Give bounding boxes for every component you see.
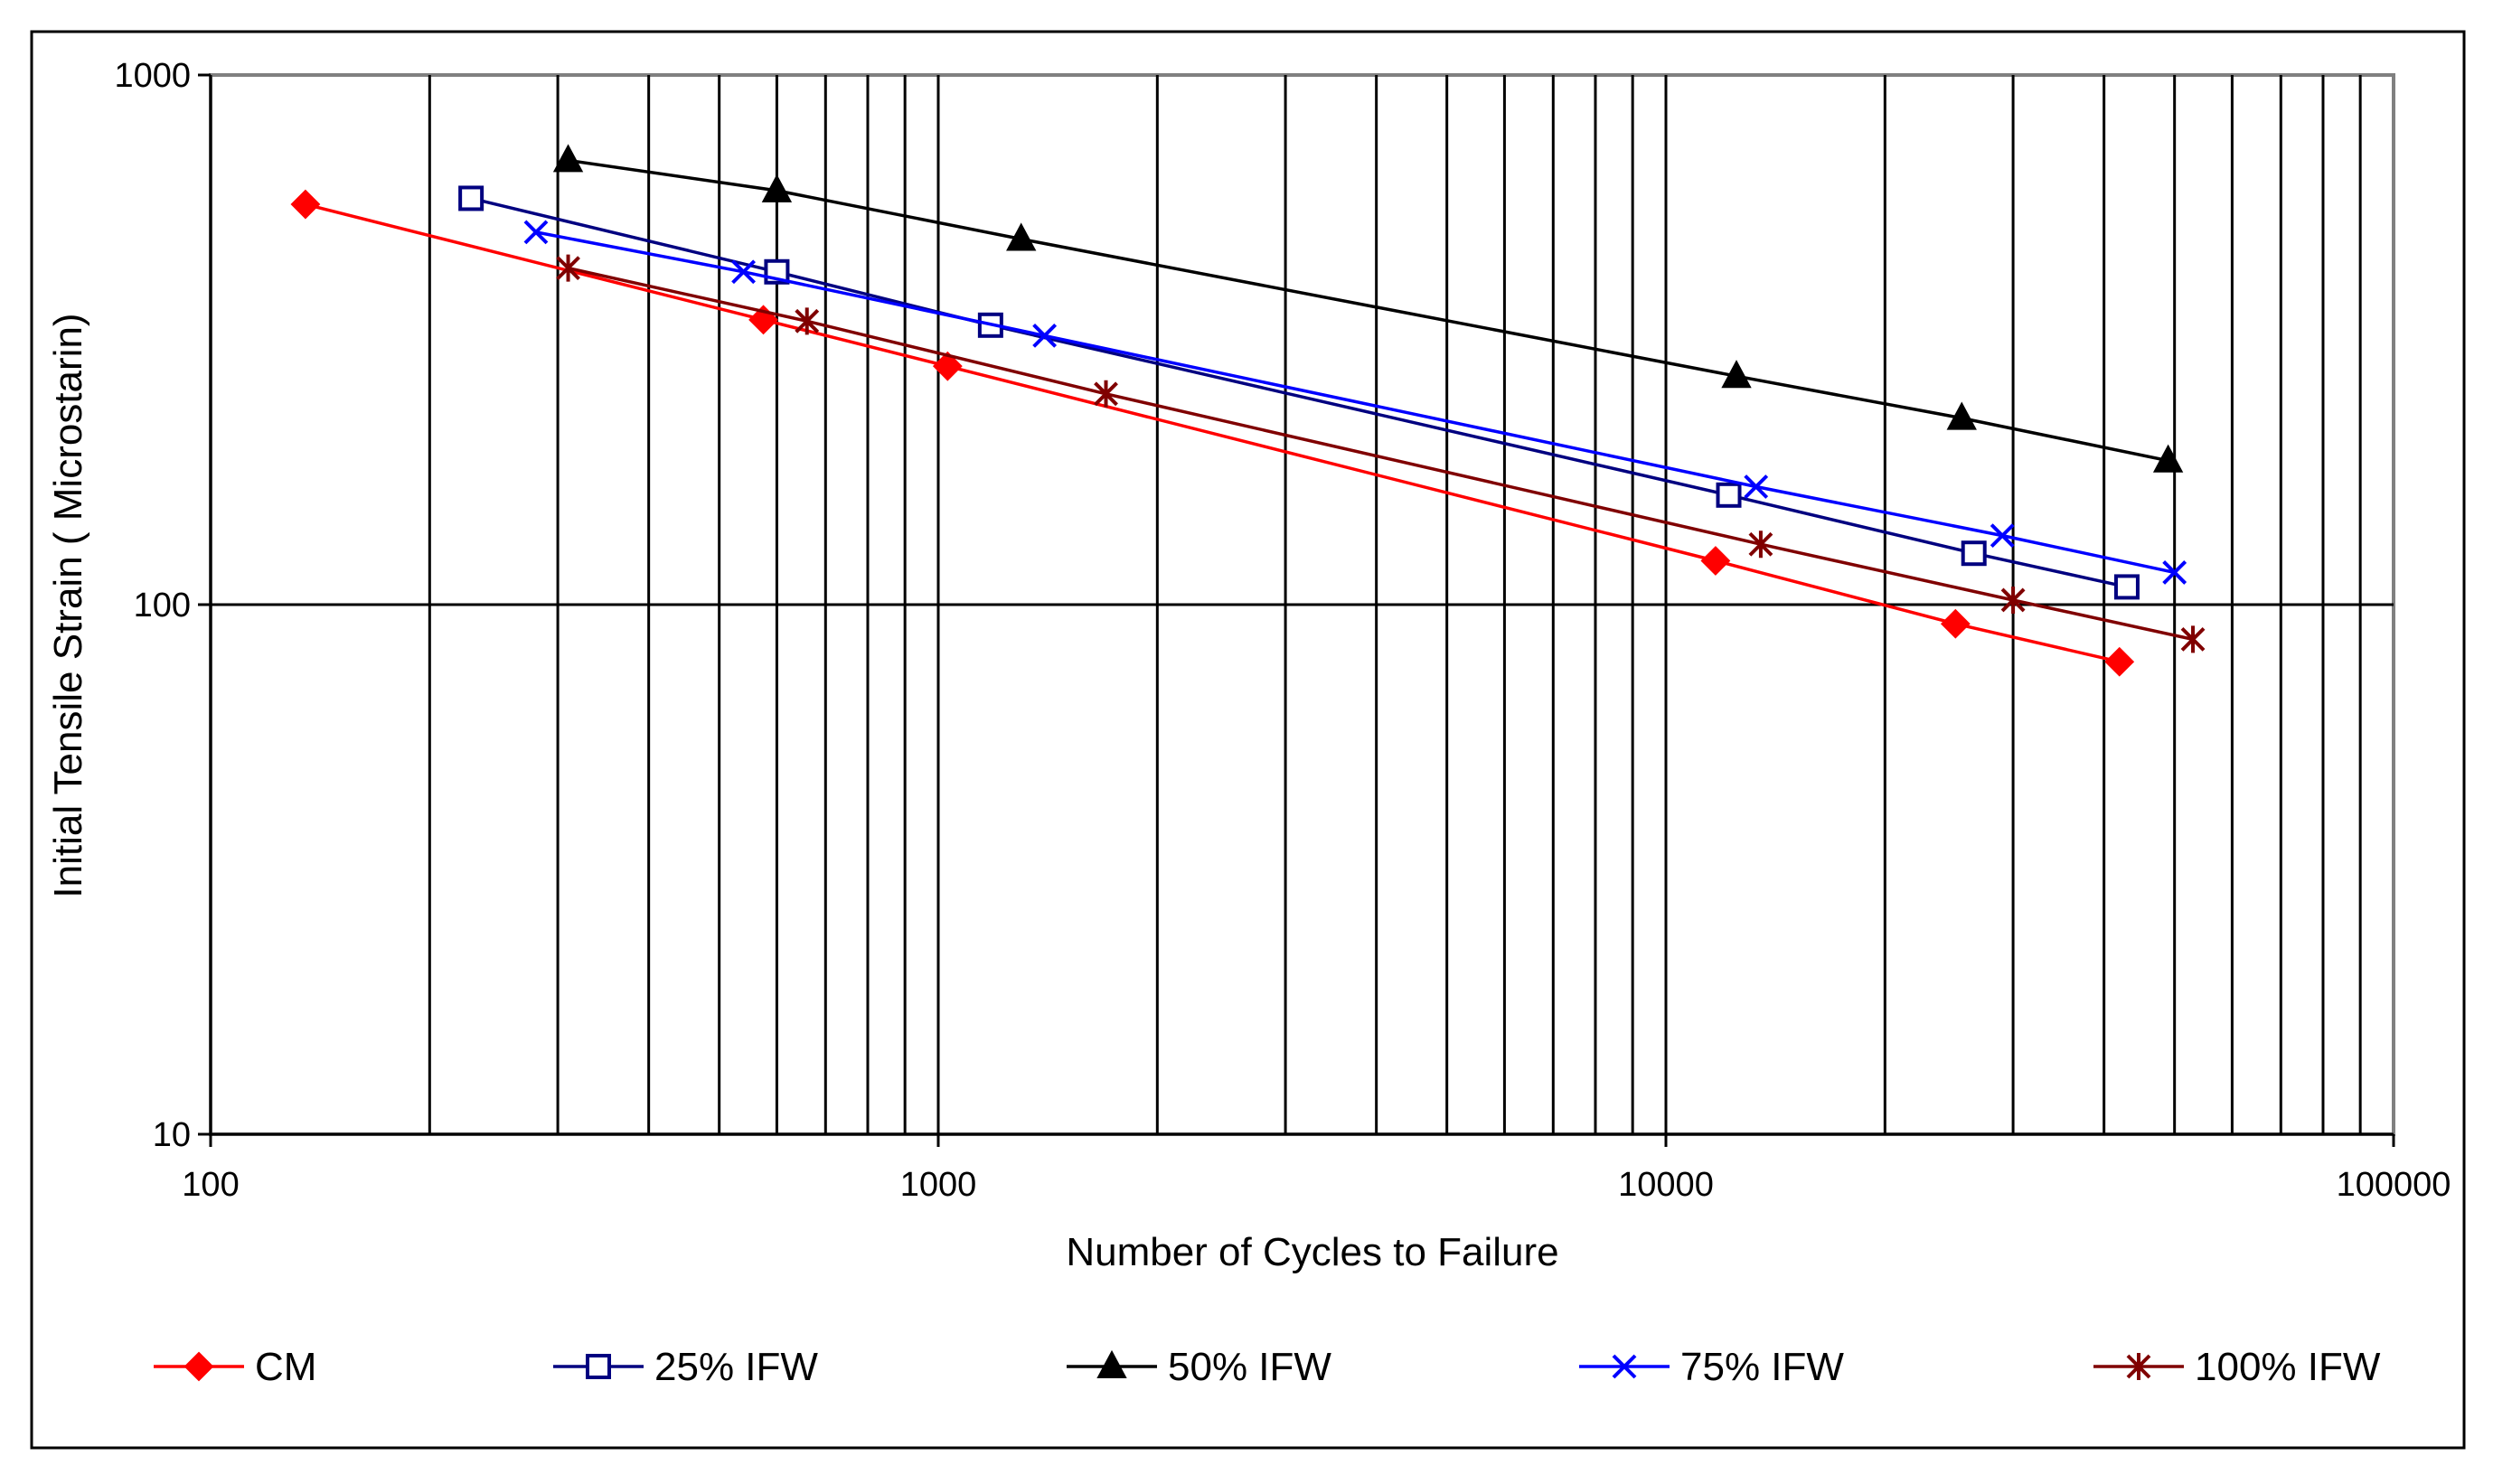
- legend-marker: [2126, 1353, 2151, 1380]
- data-point-50-ifw: [2152, 444, 2184, 473]
- data-point-cm: [2104, 646, 2135, 677]
- x-tick-label: 100000: [2337, 1166, 2451, 1204]
- y-tick-label: 1000: [114, 57, 191, 95]
- data-point-25-ifw: [977, 312, 1003, 338]
- data-point-50-ifw: [1721, 360, 1752, 389]
- data-point-50-ifw: [552, 144, 584, 173]
- data-point-100-ifw: [795, 307, 820, 335]
- data-point-75-ifw: [1990, 523, 2015, 549]
- data-point-cm: [290, 189, 321, 220]
- data-point-100-ifw: [2180, 625, 2206, 653]
- data-point-cm: [1940, 608, 1971, 639]
- series-line-75-ifw: [535, 230, 2176, 575]
- data-point-25-ifw: [2113, 574, 2140, 600]
- series-100-ifw: [556, 254, 2206, 653]
- legend-item-50-ifw: 50% IFW: [1067, 1345, 1331, 1389]
- data-point-75-ifw: [1032, 323, 1058, 348]
- data-point-100-ifw: [2000, 586, 2026, 614]
- series-layer: [290, 144, 2206, 677]
- series-cm: [290, 189, 2135, 677]
- legend-marker: [1096, 1349, 1127, 1378]
- legend-label: 25% IFW: [654, 1345, 818, 1389]
- data-point-100-ifw: [1094, 380, 1118, 408]
- series-line-100-ifw: [568, 266, 2194, 642]
- data-point-25-ifw: [458, 185, 484, 211]
- axis-layer: Number of Cycles to Failure Initial Tens…: [46, 57, 2451, 1274]
- data-point-100-ifw: [1748, 531, 1773, 559]
- y-tick-label: 10: [153, 1116, 191, 1154]
- series-50-ifw: [552, 144, 2184, 473]
- data-point-75-ifw: [2162, 560, 2187, 585]
- legend-marker: [183, 1351, 214, 1382]
- series-75-ifw: [523, 220, 2187, 585]
- series-line-cm: [305, 202, 2121, 663]
- legend-marker: [1612, 1354, 1637, 1379]
- x-tick-label: 1000: [900, 1166, 977, 1204]
- y-axis-title: Initial Tensile Strain ( Microstarin): [46, 313, 90, 897]
- data-point-50-ifw: [1006, 222, 1037, 251]
- data-point-100-ifw: [556, 254, 580, 282]
- data-point-cm: [1700, 546, 1731, 576]
- legend-item-25-ifw: 25% IFW: [553, 1345, 818, 1389]
- series-25-ifw: [458, 185, 2140, 600]
- legend: CM 25% IFW 50% IFW 75% IFW 100% IFW: [154, 1345, 2381, 1389]
- y-tick-label: 100: [134, 587, 191, 625]
- grid-layer: [209, 73, 2395, 1136]
- data-point-25-ifw: [1716, 482, 1742, 508]
- legend-marker: [586, 1354, 611, 1379]
- x-axis-title: Number of Cycles to Failure: [1066, 1230, 1558, 1274]
- data-point-50-ifw: [1946, 401, 1977, 430]
- legend-item-100-ifw: 100% IFW: [2093, 1345, 2381, 1389]
- data-point-cm: [932, 351, 963, 381]
- legend-item-cm: CM: [154, 1345, 316, 1389]
- legend-label: 100% IFW: [2195, 1345, 2381, 1389]
- data-point-50-ifw: [761, 174, 793, 202]
- x-tick-label: 100: [182, 1166, 239, 1204]
- series-line-50-ifw: [568, 158, 2168, 463]
- legend-label: 75% IFW: [1680, 1345, 1844, 1389]
- data-point-75-ifw: [523, 220, 549, 245]
- data-point-75-ifw: [731, 259, 756, 285]
- legend-label: CM: [255, 1345, 316, 1389]
- legend-item-75-ifw: 75% IFW: [1579, 1345, 1844, 1389]
- data-point-25-ifw: [1961, 540, 1987, 567]
- data-point-75-ifw: [1744, 474, 1769, 499]
- legend-label: 50% IFW: [1168, 1345, 1331, 1389]
- series-line-25-ifw: [470, 196, 2128, 589]
- x-tick-label: 10000: [1618, 1166, 1714, 1204]
